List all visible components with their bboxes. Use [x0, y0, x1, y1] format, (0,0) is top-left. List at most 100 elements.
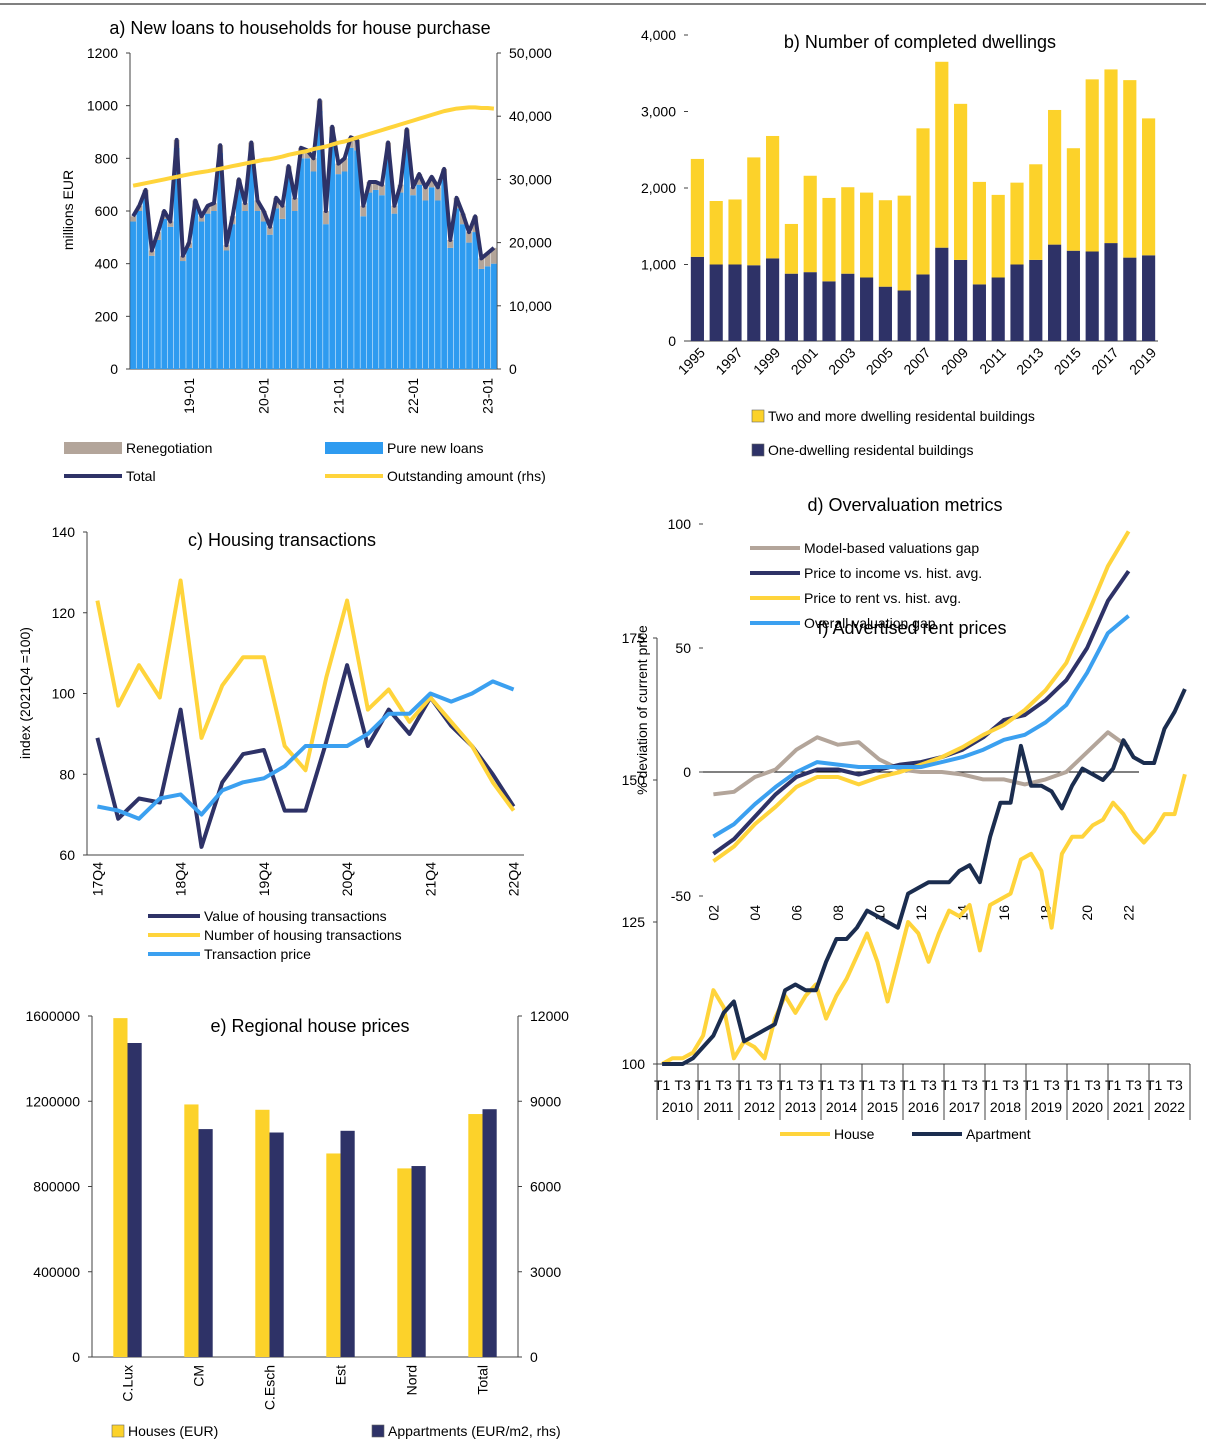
chart-title: f) Advertised rent prices [817, 618, 1006, 638]
bar-segment [484, 253, 491, 267]
x-tick-label: 2007 [900, 344, 933, 377]
y2-tick-label: 30,000 [509, 171, 552, 187]
bar [411, 1166, 426, 1357]
bar-segment [416, 184, 423, 369]
bar-segment [841, 187, 855, 274]
bar-segment [273, 208, 280, 369]
y-tick-label: 100 [622, 1056, 646, 1072]
bar-segment [991, 277, 1005, 341]
bar-segment [366, 192, 373, 369]
bar-segment [491, 247, 497, 264]
bar-segment [192, 208, 199, 369]
x-tick-label: 21Q4 [422, 862, 438, 896]
bar-segment [130, 216, 136, 222]
line [662, 688, 1187, 1066]
bar [184, 1104, 199, 1357]
bar-segment [360, 216, 367, 369]
line [131, 98, 496, 261]
bar-segment [148, 250, 155, 256]
bar-segment [478, 268, 485, 369]
bar-segment [235, 189, 242, 369]
bar-segment [285, 176, 292, 369]
bar-segment [180, 261, 186, 369]
x-tick-label: C.Esch [262, 1365, 278, 1410]
y-tick-label: 0 [110, 361, 118, 377]
bar-segment [323, 224, 329, 369]
y2-tick-label: 20,000 [509, 235, 552, 251]
bar-segment [198, 221, 205, 369]
legend-label: Value of housing transactions [204, 908, 387, 924]
x-tick-label: 06 [788, 905, 804, 921]
bar [255, 1109, 270, 1357]
bar-segment [709, 201, 723, 265]
legend-label: House [834, 1126, 875, 1142]
bar-segment [310, 171, 317, 369]
chart-title: c) Housing transactions [188, 530, 376, 550]
x-tick-label: T1 [736, 1077, 753, 1093]
x-group-label: 2011 [703, 1099, 733, 1115]
bar-segment [709, 264, 723, 341]
legend-label: Houses (EUR) [128, 1423, 218, 1439]
bar-segment [211, 203, 217, 211]
x-tick-label: 16 [996, 905, 1012, 921]
bar-segment [478, 258, 485, 269]
bar-segment [447, 247, 454, 369]
x-tick-label: 02 [705, 905, 721, 921]
x-tick-label: T3 [961, 1077, 978, 1093]
x-tick-label: T1 [818, 1077, 835, 1093]
x-tick-label: Total [475, 1365, 491, 1395]
y-axis-label: millions EUR [60, 170, 76, 250]
bar-segment [1104, 69, 1118, 244]
y-tick-label: 1200 [87, 45, 118, 61]
chart-title: a) New loans to households for house pur… [109, 18, 490, 38]
bar-segment [1142, 118, 1156, 256]
bar-segment [167, 221, 174, 227]
chart-title: d) Overvaluation metrics [807, 495, 1002, 515]
legend-label: Price to income vs. hist. avg. [804, 565, 982, 581]
x-group-label: 2016 [908, 1099, 939, 1115]
y2-tick-label: 12000 [530, 1008, 569, 1024]
y-tick-label: 400 [95, 256, 119, 272]
bar-segment [491, 263, 497, 369]
x-tick-label: 20 [1079, 905, 1095, 921]
y-tick-label: 4,000 [641, 27, 676, 43]
y2-tick-label: 6000 [530, 1179, 561, 1195]
line [713, 730, 1130, 797]
x-tick-label: T1 [982, 1077, 999, 1093]
x-tick-label: T3 [838, 1077, 855, 1093]
bar-segment [254, 200, 261, 211]
bar-segment [148, 255, 155, 369]
bar-segment [803, 272, 817, 341]
bar-segment [1048, 244, 1062, 341]
y-tick-label: 400000 [33, 1264, 80, 1280]
bar-segment [142, 197, 149, 369]
bar-segment [860, 277, 874, 341]
bar-segment [198, 216, 205, 222]
x-tick-label: 17Q4 [89, 862, 105, 896]
x-tick-label: T1 [777, 1077, 794, 1093]
bar-segment [916, 128, 930, 275]
y2-tick-label: 3000 [530, 1264, 561, 1280]
x-tick-label: 21-01 [330, 378, 346, 414]
x-group-label: 2012 [744, 1099, 775, 1115]
x-tick-label: CM [191, 1365, 207, 1387]
y-tick-label: 100 [668, 516, 692, 532]
bar-segment [304, 158, 311, 369]
x-group-label: 2013 [785, 1099, 816, 1115]
bar-segment [690, 158, 704, 257]
x-tick-label: T3 [920, 1077, 937, 1093]
y-tick-label: 800000 [33, 1179, 80, 1195]
bar-segment [1066, 250, 1080, 341]
x-group-label: 2010 [662, 1099, 693, 1115]
bar-segment [204, 213, 211, 369]
y-tick-label: 800 [95, 150, 119, 166]
bar-segment [459, 224, 466, 369]
x-tick-label: 1997 [712, 344, 745, 377]
bar [340, 1130, 355, 1357]
x-tick-label: T1 [1146, 1077, 1163, 1093]
x-tick-label: 18Q4 [173, 862, 189, 896]
bar-segment [747, 265, 761, 341]
bar-segment [410, 187, 416, 196]
bar-segment [472, 232, 479, 369]
x-tick-label: C.Lux [120, 1365, 136, 1402]
